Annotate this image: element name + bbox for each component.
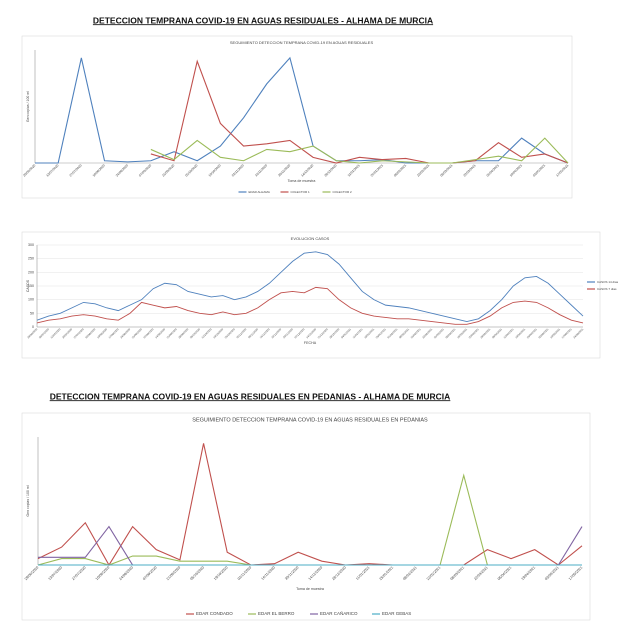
- chart-title: SEGUIMIENTO DETECCION TEMPRANA COVID-19 …: [192, 417, 428, 423]
- series-line: [36, 286, 584, 325]
- chart-frame: [21, 231, 601, 359]
- chart-title: SEGUIMIENTO DETECCION TEMPRANA COVID-19 …: [230, 40, 374, 45]
- series-line: [35, 56, 569, 164]
- legend-label: EDAR CONDADO: [196, 611, 233, 616]
- y-tick-label: 50: [30, 311, 34, 315]
- heading: DETECCION TEMPRANA COVID-19 EN AGUAS RES…: [50, 391, 451, 401]
- y-axis-label: Gen copias / 100 ml: [26, 91, 30, 122]
- x-axis-label: FECHA: [304, 341, 317, 345]
- y-tick-label: 250: [28, 257, 34, 261]
- series-line: [150, 137, 569, 164]
- chart-title: EVOLUCION CASOS: [291, 236, 330, 241]
- chart-frame: [21, 412, 591, 621]
- legend-label: COLECTOR 1: [291, 190, 310, 194]
- series-line: [38, 525, 134, 566]
- y-tick-label: 200: [28, 270, 34, 274]
- legend-label: CASOS 14 días: [597, 280, 619, 284]
- y-tick-label: 100: [28, 298, 34, 302]
- x-axis-label: Toma de muestra: [296, 587, 324, 591]
- y-tick-label: 300: [28, 243, 34, 247]
- y-axis-label: CASOS: [26, 279, 30, 292]
- legend-label: CASOS 7 días: [597, 287, 617, 291]
- y-tick-label: 150: [28, 284, 34, 288]
- series-line: [150, 59, 569, 164]
- series-line: [557, 526, 583, 566]
- series-line: [36, 251, 584, 322]
- legend-label: COLECTOR 2: [333, 190, 352, 194]
- legend-label: EDAR EL BERRO: [258, 611, 295, 616]
- y-tick-label: 0: [32, 325, 34, 329]
- y-axis-label: Gen copias / 100 ml: [26, 485, 30, 516]
- series-line: [37, 443, 583, 567]
- chart-frame: [21, 35, 573, 199]
- heading: DETECCION TEMPRANA COVID-19 EN AGUAS RES…: [93, 15, 433, 25]
- legend-label: EDAR GEBAS: [382, 611, 411, 616]
- x-axis-label: Toma de muestra: [288, 179, 316, 183]
- legend-label: EDAR ALHAMA: [249, 190, 270, 194]
- legend-label: EDAR CAÑARICO: [320, 610, 358, 616]
